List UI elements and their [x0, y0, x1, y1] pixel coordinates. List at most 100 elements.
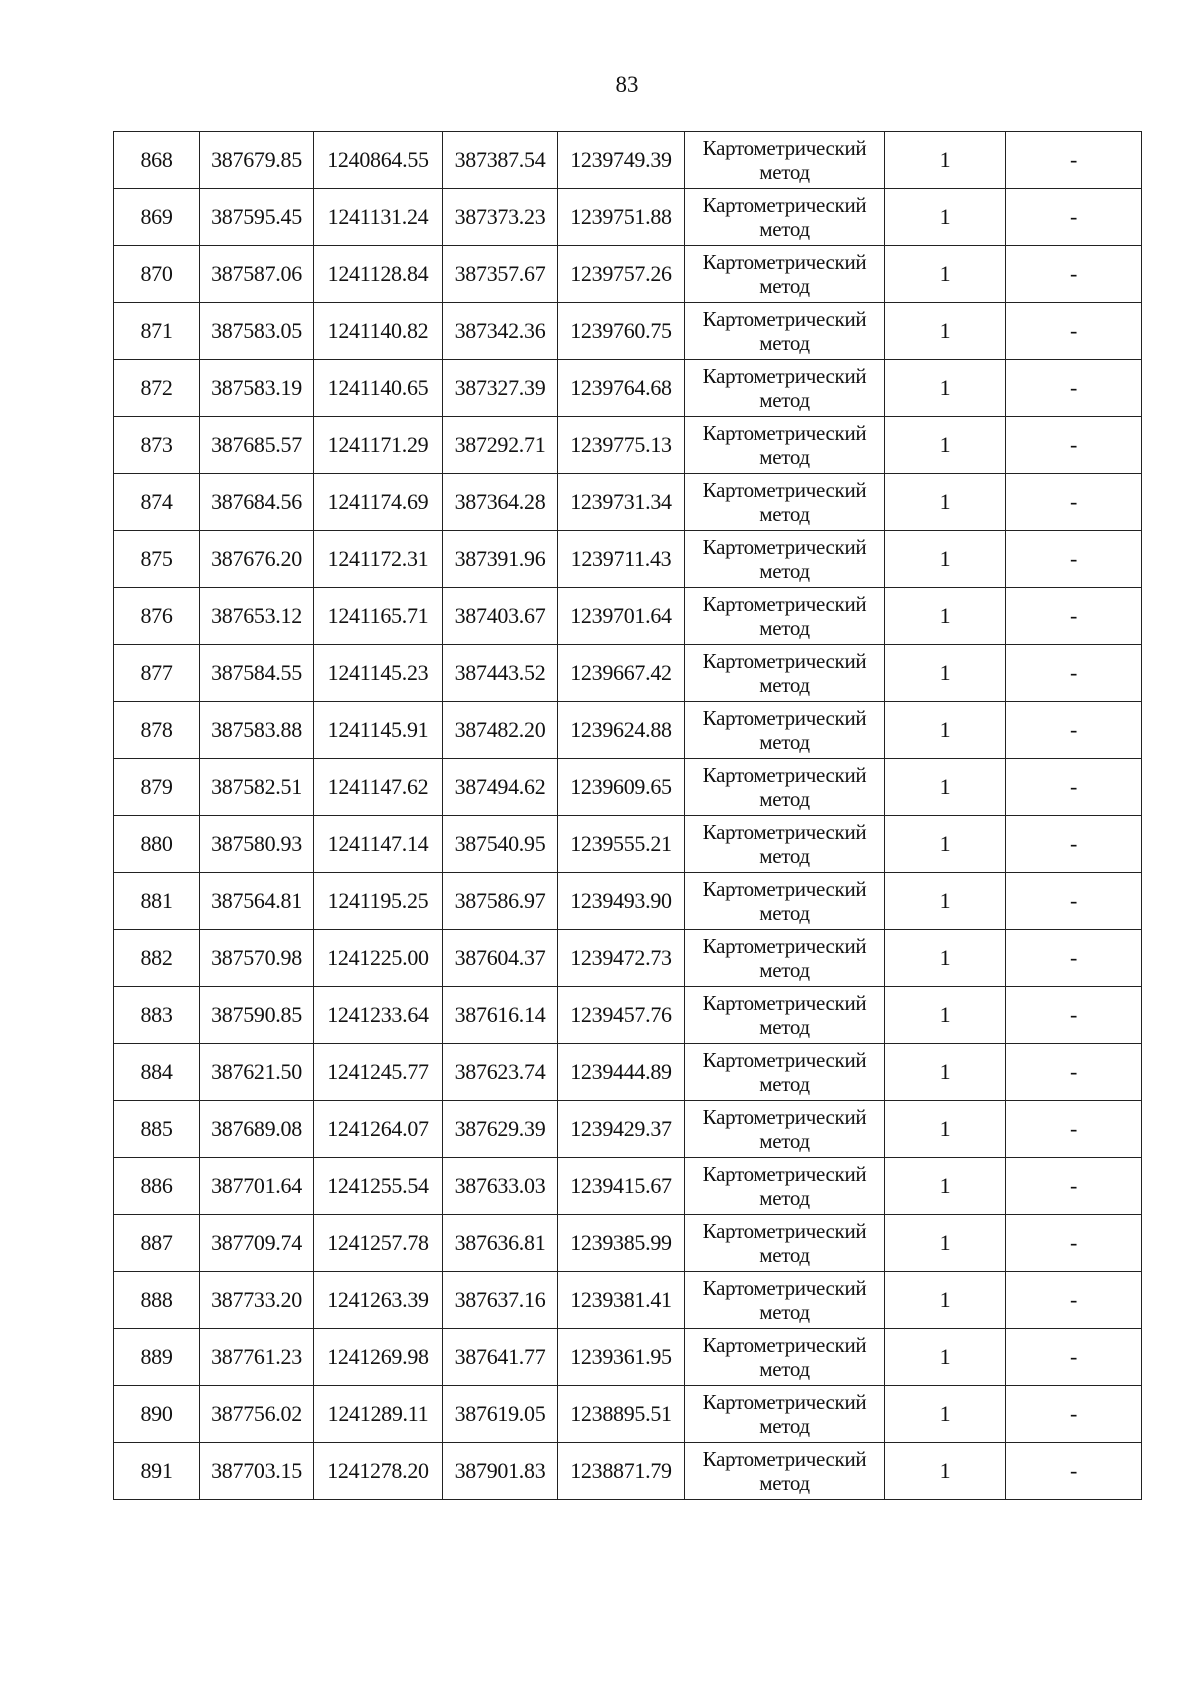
table-row: 883 387590.85 1241233.64 387616.14 1239457.7… — [113, 986, 1142, 1044]
table-row: 879 387582.51 1241147.62 387494.62 1239609.6… — [113, 758, 1142, 816]
cell-accuracy: 1 — [884, 1043, 1006, 1101]
method-text: метод — [759, 787, 810, 811]
cell-y1: 1241174.69 — [313, 473, 443, 531]
cell-y1: 1241172.31 — [313, 530, 443, 588]
cell-note: - — [1005, 416, 1142, 474]
table-row: 872 387583.19 1241140.65 387327.39 1239764.6… — [113, 359, 1142, 417]
cell-method: Картометрический метод — [684, 644, 885, 702]
cell-y2: 1239415.67 — [557, 1157, 685, 1215]
cell-x2: 387616.14 — [442, 986, 558, 1044]
table-row: 890 387756.02 1241289.11 387619.05 1238895.5… — [113, 1385, 1142, 1443]
cell-method: Картометрический метод — [684, 1271, 885, 1329]
cell-y1: 1241140.82 — [313, 302, 443, 360]
cell-method: Картометрический метод — [684, 1442, 885, 1500]
method-text: Картометрический — [702, 991, 867, 1015]
method-text: Картометрический — [702, 421, 867, 445]
method-text: метод — [759, 1243, 810, 1267]
cell-y2: 1238871.79 — [557, 1442, 685, 1500]
cell-point-number: 871 — [113, 302, 200, 360]
cell-x2: 387633.03 — [442, 1157, 558, 1215]
method-text: метод — [759, 1129, 810, 1153]
cell-y2: 1239624.88 — [557, 701, 685, 759]
cell-y1: 1241131.24 — [313, 188, 443, 246]
cell-x1: 387756.02 — [199, 1385, 314, 1443]
table-row: 876 387653.12 1241165.71 387403.67 1239701.6… — [113, 587, 1142, 645]
cell-note: - — [1005, 644, 1142, 702]
table-row: 881 387564.81 1241195.25 387586.97 1239493.9… — [113, 872, 1142, 930]
cell-accuracy: 1 — [884, 1328, 1006, 1386]
cell-x1: 387580.93 — [199, 815, 314, 873]
cell-method: Картометрический метод — [684, 1385, 885, 1443]
method-text: Картометрический — [702, 1048, 867, 1072]
cell-point-number: 874 — [113, 473, 200, 531]
coordinates-table: 868 387679.85 1240864.55 387387.54 1239749.3… — [113, 131, 1142, 1500]
table-row: 875 387676.20 1241172.31 387391.96 1239711.4… — [113, 530, 1142, 588]
method-text: Картометрический — [702, 1276, 867, 1300]
cell-x2: 387391.96 — [442, 530, 558, 588]
cell-y2: 1239711.43 — [557, 530, 685, 588]
cell-y2: 1239757.26 — [557, 245, 685, 303]
cell-y2: 1239775.13 — [557, 416, 685, 474]
cell-method: Картометрический метод — [684, 929, 885, 987]
cell-note: - — [1005, 188, 1142, 246]
cell-accuracy: 1 — [884, 986, 1006, 1044]
cell-x2: 387387.54 — [442, 131, 558, 189]
cell-y1: 1241140.65 — [313, 359, 443, 417]
cell-x2: 387641.77 — [442, 1328, 558, 1386]
cell-x2: 387604.37 — [442, 929, 558, 987]
cell-accuracy: 1 — [884, 815, 1006, 873]
cell-accuracy: 1 — [884, 1442, 1006, 1500]
cell-x1: 387653.12 — [199, 587, 314, 645]
cell-y1: 1240864.55 — [313, 131, 443, 189]
cell-note: - — [1005, 530, 1142, 588]
method-text: Картометрический — [702, 1390, 867, 1414]
cell-x1: 387582.51 — [199, 758, 314, 816]
cell-note: - — [1005, 1214, 1142, 1272]
cell-x1: 387595.45 — [199, 188, 314, 246]
cell-method: Картометрический метод — [684, 530, 885, 588]
table-row: 871 387583.05 1241140.82 387342.36 1239760.7… — [113, 302, 1142, 360]
table-row: 868 387679.85 1240864.55 387387.54 1239749.3… — [113, 131, 1142, 189]
cell-x2: 387901.83 — [442, 1442, 558, 1500]
cell-x2: 387623.74 — [442, 1043, 558, 1101]
cell-point-number: 890 — [113, 1385, 200, 1443]
cell-note: - — [1005, 1043, 1142, 1101]
cell-method: Картометрический метод — [684, 986, 885, 1044]
method-text: Картометрический — [702, 193, 867, 217]
cell-point-number: 882 — [113, 929, 200, 987]
method-text: метод — [759, 160, 810, 184]
cell-note: - — [1005, 1100, 1142, 1158]
cell-point-number: 869 — [113, 188, 200, 246]
cell-y1: 1241145.23 — [313, 644, 443, 702]
method-text: метод — [759, 445, 810, 469]
cell-x2: 387443.52 — [442, 644, 558, 702]
method-text: метод — [759, 958, 810, 982]
method-text: Картометрический — [702, 535, 867, 559]
cell-x1: 387583.05 — [199, 302, 314, 360]
method-text: метод — [759, 502, 810, 526]
cell-y1: 1241225.00 — [313, 929, 443, 987]
method-text: метод — [759, 1357, 810, 1381]
cell-x1: 387685.57 — [199, 416, 314, 474]
cell-y1: 1241269.98 — [313, 1328, 443, 1386]
cell-point-number: 889 — [113, 1328, 200, 1386]
cell-note: - — [1005, 359, 1142, 417]
cell-y2: 1239751.88 — [557, 188, 685, 246]
cell-method: Картометрический метод — [684, 302, 885, 360]
table-row: 869 387595.45 1241131.24 387373.23 1239751.8… — [113, 188, 1142, 246]
cell-x2: 387342.36 — [442, 302, 558, 360]
cell-point-number: 879 — [113, 758, 200, 816]
cell-accuracy: 1 — [884, 758, 1006, 816]
method-text: метод — [759, 331, 810, 355]
cell-note: - — [1005, 1385, 1142, 1443]
cell-accuracy: 1 — [884, 644, 1006, 702]
method-text: метод — [759, 1015, 810, 1039]
cell-x1: 387584.55 — [199, 644, 314, 702]
cell-accuracy: 1 — [884, 188, 1006, 246]
table-row: 885 387689.08 1241264.07 387629.39 1239429.3… — [113, 1100, 1142, 1158]
method-text: Картометрический — [702, 1105, 867, 1129]
cell-method: Картометрический метод — [684, 758, 885, 816]
cell-method: Картометрический метод — [684, 473, 885, 531]
cell-x2: 387292.71 — [442, 416, 558, 474]
cell-accuracy: 1 — [884, 131, 1006, 189]
